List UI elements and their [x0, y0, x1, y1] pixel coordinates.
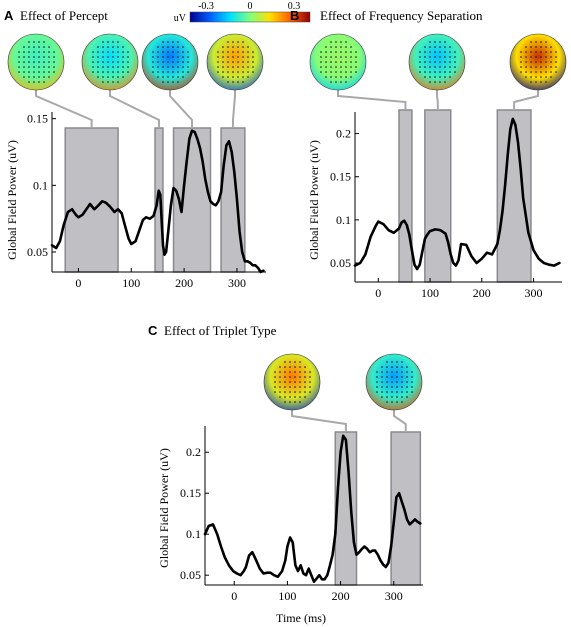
scalp-head	[309, 33, 367, 91]
x-tick-label: 100	[421, 286, 439, 300]
scalp-head	[365, 353, 423, 411]
x-tick-label: 0	[75, 276, 81, 290]
scalp-head	[141, 33, 199, 91]
x-tick-label: 300	[525, 286, 543, 300]
panel-letter: B	[290, 8, 299, 23]
topomap-connector	[169, 90, 194, 128]
y-axis-label: Global Field Power (uV)	[5, 140, 19, 260]
panel-letter: C	[148, 323, 158, 338]
scalp-head	[7, 33, 65, 91]
x-tick-label: 300	[385, 589, 403, 603]
electrode-dots	[18, 41, 55, 83]
scalp-topomap	[309, 33, 367, 91]
panel-a: A Effect of Percept Global Field Power (…	[4, 8, 266, 290]
panel-c: C Effect of Triplet Type Global Field Po…	[148, 323, 423, 625]
y-axis-label: Global Field Power (uV)	[157, 448, 171, 568]
y-tick-label: 0.1	[33, 178, 48, 192]
electrode-dots	[217, 41, 254, 83]
scalp-topomap	[365, 353, 423, 411]
electrode-dots	[320, 41, 357, 83]
scalp-topomap	[509, 33, 567, 91]
colorbar-strip	[189, 11, 311, 23]
topomap-connector	[436, 90, 439, 110]
analysis-window	[424, 109, 452, 283]
panel-title: Effect of Frequency Separation	[320, 8, 483, 23]
y-tick-label: 0.2	[186, 445, 201, 459]
topomap-connector	[337, 90, 407, 110]
scalp-topomap	[141, 33, 199, 91]
scalp-head	[263, 353, 321, 411]
y-tick-label: 0.15	[180, 486, 201, 500]
y-tick-label: 0.1	[336, 213, 351, 227]
gfp-line-series	[353, 117, 561, 271]
x-tick-label: 0	[375, 286, 381, 300]
topomap-connector	[291, 410, 347, 432]
electrode-dots	[92, 41, 129, 83]
y-tick-label: 0.2	[336, 127, 351, 141]
electrode-dots	[520, 41, 557, 83]
topomap-connector	[231, 90, 236, 128]
x-tick-label: 100	[278, 589, 296, 603]
electrode-dots	[274, 361, 311, 403]
scalp-head	[408, 33, 466, 91]
y-tick-label: 0.05	[180, 568, 201, 582]
topomap-connector	[393, 410, 407, 432]
y-tick-label: 0.15	[330, 170, 351, 184]
colorbar-mid-label: 0	[248, 1, 253, 12]
scalp-topomap	[81, 33, 139, 91]
scalp-topomap	[408, 33, 466, 91]
scalp-topomap	[206, 33, 264, 91]
colorbar-unit-label: uV	[174, 13, 187, 24]
panel-letter: A	[4, 8, 14, 23]
scalp-topomap	[7, 33, 65, 91]
y-tick-label: 0.1	[186, 527, 201, 541]
gfp-line-series	[50, 129, 265, 274]
y-tick-label: 0.15	[27, 112, 48, 126]
x-tick-label: 200	[473, 286, 491, 300]
electrode-dots	[376, 361, 413, 403]
scalp-topomap	[263, 353, 321, 411]
topomap-connector	[109, 90, 160, 128]
analysis-window	[496, 109, 532, 283]
x-axis-label: Time (ms)	[276, 611, 326, 625]
y-axis-label: Global Field Power (uV)	[307, 140, 321, 260]
topomap-connector	[513, 90, 539, 110]
x-tick-label: 100	[122, 276, 140, 290]
x-tick-label: 200	[175, 276, 193, 290]
x-tick-label: 300	[228, 276, 246, 290]
x-tick-label: 200	[332, 589, 350, 603]
scalp-head	[206, 33, 264, 91]
colorbar: uV -0.3 0 0.3	[174, 1, 311, 24]
topomap-connector	[35, 90, 93, 128]
panel-title: Effect of Triplet Type	[164, 323, 277, 338]
gfp-line-series	[203, 434, 422, 584]
y-tick-label: 0.05	[27, 245, 48, 259]
analysis-window	[398, 109, 413, 283]
panel-b: B Effect of Frequency Separation Global …	[290, 8, 567, 300]
x-tick-label: 0	[231, 589, 237, 603]
electrode-dots	[419, 41, 456, 83]
colorbar-max-label: 0.3	[288, 1, 301, 12]
scalp-head	[509, 33, 567, 91]
scalp-head	[81, 33, 139, 91]
y-tick-label: 0.05	[330, 256, 351, 270]
colorbar-min-label: -0.3	[198, 1, 214, 12]
electrode-dots	[152, 41, 189, 83]
panel-title: Effect of Percept	[20, 8, 108, 23]
analysis-window	[64, 127, 119, 273]
